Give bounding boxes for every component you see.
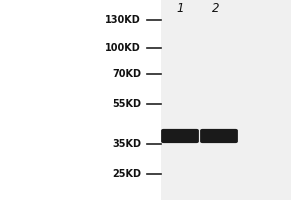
FancyBboxPatch shape xyxy=(200,129,238,143)
Text: 25KD: 25KD xyxy=(112,169,141,179)
Bar xyxy=(160,0,291,200)
Text: 70KD: 70KD xyxy=(112,69,141,79)
Text: 55KD: 55KD xyxy=(112,99,141,109)
Text: 130KD: 130KD xyxy=(105,15,141,25)
Text: 100KD: 100KD xyxy=(105,43,141,53)
FancyBboxPatch shape xyxy=(161,129,199,143)
Text: 35KD: 35KD xyxy=(112,139,141,149)
Text: 1: 1 xyxy=(176,1,184,15)
Text: 2: 2 xyxy=(212,1,220,15)
